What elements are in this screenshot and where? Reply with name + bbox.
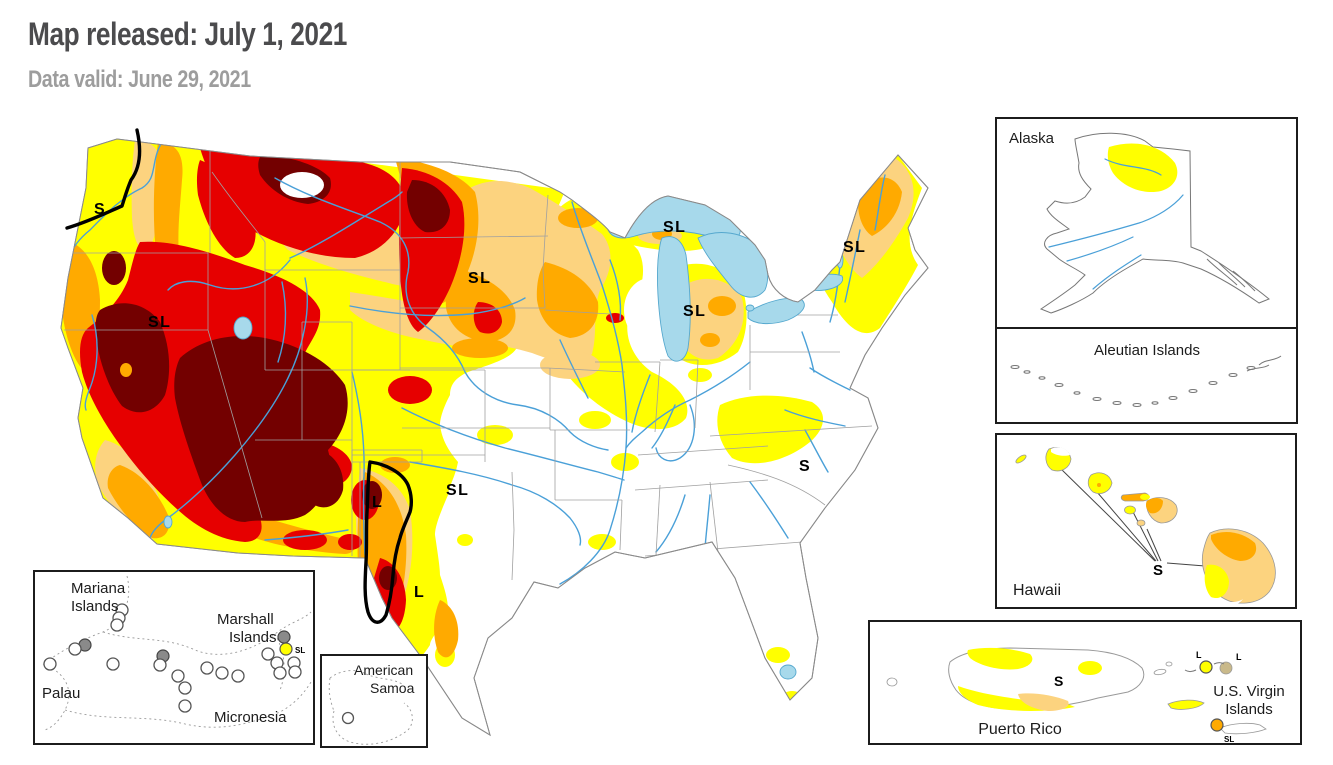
hawaii-leader-lines — [1058, 466, 1206, 567]
alaska-label: Alaska — [1009, 130, 1055, 147]
alaska-panhandle-detail — [1206, 258, 1256, 292]
rivers — [69, 141, 886, 585]
impact-label: SL — [148, 314, 171, 331]
impact-label: SL — [446, 482, 469, 499]
st-croix-marker: SL — [1224, 735, 1234, 743]
alaska-rivers — [1048, 158, 1184, 290]
samoa-region-boundary — [328, 670, 413, 745]
alaska-inset: Alaska Aleutian Islands — [995, 117, 1298, 424]
puerto-rico-label: Puerto Rico — [978, 721, 1062, 738]
data-valid-subtitle: Data valid: June 29, 2021 — [28, 66, 251, 93]
impact-label: S — [94, 201, 106, 218]
island-markers — [43, 603, 302, 713]
alaska-outline — [1039, 132, 1270, 314]
aleutian-islands-label: Aleutian Islands — [1094, 342, 1200, 359]
mona-island — [886, 677, 898, 687]
puerto-rico-inset: S L L SL U.S. Virgin Islands Puerto Rico — [868, 620, 1302, 745]
usvi-islands: L L SL — [1184, 650, 1267, 743]
mariana-label-line2: Islands — [71, 598, 119, 615]
samoa-island-marker — [341, 711, 355, 725]
impact-label: SL — [468, 270, 491, 287]
hawaii-inset-map: S Hawaii — [1013, 447, 1276, 606]
east-islets — [1153, 661, 1205, 710]
impact-region-outlines — [65, 128, 414, 624]
american-samoa-inset: American Samoa — [320, 654, 428, 748]
impact-label: SL — [663, 219, 686, 236]
marshall-label-line2: Islands — [229, 629, 277, 646]
impact-label: SL — [843, 239, 866, 256]
washington-region-outline — [65, 128, 142, 230]
pacific-inset-map: SL Mariana Islands Marshall Islands Pala… — [42, 575, 312, 731]
state-boundaries — [64, 142, 873, 581]
alaska-drought-area — [1107, 143, 1178, 193]
drought-layer-d4 — [95, 155, 450, 590]
pacific-impact-marker: SL — [295, 646, 305, 655]
american-samoa-inset-map: American Samoa — [328, 662, 415, 745]
impact-label: L — [372, 494, 383, 511]
impact-label: S — [799, 458, 811, 475]
puerto-rico-impact-marker: S — [1054, 673, 1063, 689]
hawaii-impact-marker: S — [1153, 562, 1163, 579]
usvi-label-line1: U.S. Virgin — [1213, 683, 1284, 700]
us-coast-stroke — [60, 138, 929, 737]
palau-label: Palau — [42, 685, 80, 702]
st-john-marker: L — [1236, 652, 1242, 662]
micronesia-label: Micronesia — [214, 709, 287, 726]
hawaii-islands — [1015, 447, 1276, 606]
texas-nm-region-outline — [363, 460, 414, 624]
pacific-islands-inset: SL Mariana Islands Marshall Islands Pala… — [33, 570, 315, 745]
aleutian-chain — [1010, 355, 1282, 407]
usvi-label-line2: Islands — [1225, 701, 1273, 718]
mariana-label-line1: Mariana — [71, 580, 126, 597]
puerto-rico-drought-areas — [958, 647, 1102, 711]
marshall-label-line1: Marshall — [217, 611, 274, 628]
conus-impact-labels: S SL SL SL SL SL S SL L L — [94, 201, 866, 601]
american-samoa-label-line1: American — [354, 662, 413, 678]
puerto-rico-inset-map: S L L SL U.S. Virgin Islands Puerto Rico — [886, 647, 1285, 743]
hawaii-inset: S Hawaii — [995, 433, 1297, 609]
american-samoa-label-line2: Samoa — [370, 680, 415, 696]
impact-label: L — [414, 584, 425, 601]
st-thomas-marker: L — [1196, 650, 1202, 660]
hawaii-label: Hawaii — [1013, 582, 1061, 599]
region-boundaries — [42, 575, 312, 731]
impact-label: SL — [683, 303, 706, 320]
alaska-inset-map: Alaska Aleutian Islands — [997, 130, 1296, 407]
map-released-title: Map released: July 1, 2021 — [28, 16, 347, 52]
